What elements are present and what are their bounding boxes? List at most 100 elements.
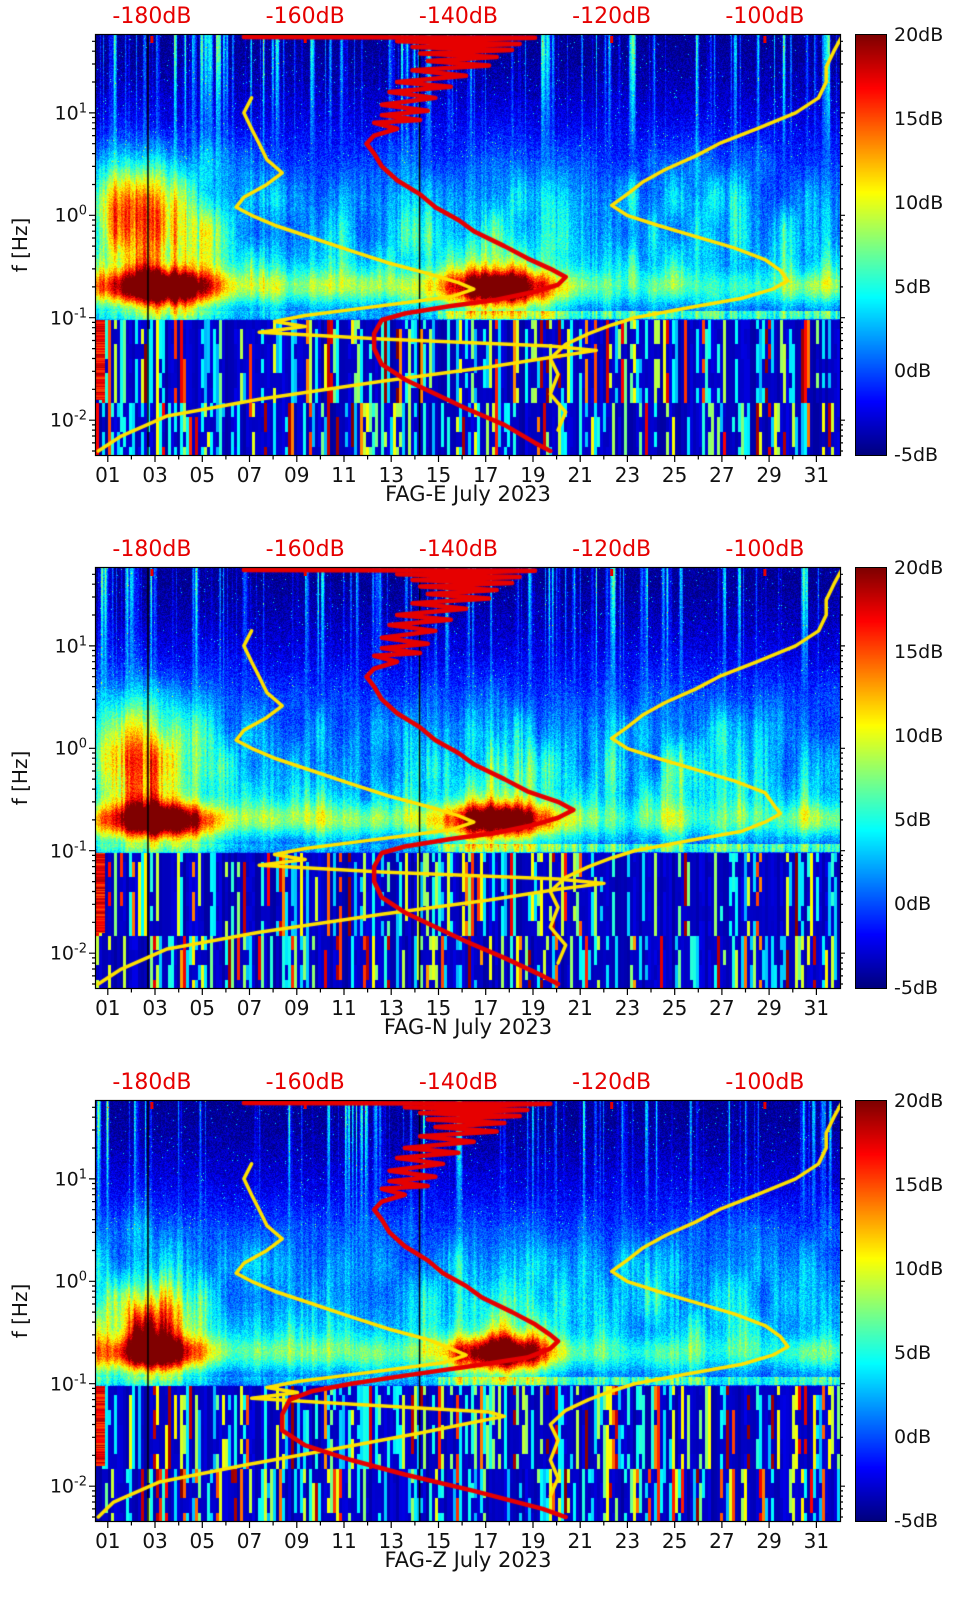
top-db-tick-label: -140dB — [418, 4, 498, 29]
colorbar-tick-label: 0dB — [894, 360, 932, 382]
y-tick-base: 10 — [54, 635, 79, 658]
x-tick-label: 01 — [95, 463, 121, 487]
y-tick-exponent: -2 — [74, 1474, 87, 1490]
colorbar-tick-label: -5dB — [894, 444, 939, 466]
colorbar-tick-label: 10dB — [894, 192, 944, 214]
colorbar-tick-label: 15dB — [894, 641, 944, 663]
y-tick-label: 10-1 — [50, 1372, 87, 1395]
y-tick-base: 10 — [49, 840, 75, 863]
top-db-tick-label: -140dB — [418, 537, 498, 562]
x-tick-label: 13 — [378, 463, 404, 487]
panel-title: FAG-N July 2023 — [383, 1015, 553, 1039]
y-tick-label: 10-1 — [50, 839, 87, 862]
x-tick-label: 03 — [142, 996, 168, 1020]
y-tick-base: 10 — [49, 1475, 75, 1498]
x-tick-label: 25 — [661, 1529, 688, 1553]
x-tick-label: 01 — [95, 996, 121, 1020]
x-tick-label: 07 — [236, 996, 263, 1020]
y-tick-label: 10-2 — [50, 941, 87, 964]
colorbar-tick-label: 20dB — [894, 24, 944, 46]
y-tick-exponent: 1 — [78, 101, 87, 117]
top-db-tick-label: -180dB — [112, 4, 192, 29]
x-tick-label: 23 — [614, 996, 641, 1020]
y-tick-label: 101 — [55, 634, 87, 657]
y-tick-label: 10-1 — [50, 306, 87, 329]
colorbar-tick-label: 0dB — [894, 1426, 932, 1448]
x-tick-label: 15 — [425, 463, 452, 487]
x-tick-label: 23 — [614, 1529, 641, 1553]
x-tick-label: 29 — [756, 1529, 782, 1553]
x-tick-label: 07 — [236, 463, 263, 487]
top-db-tick-label: -180dB — [112, 537, 192, 562]
colorbar — [855, 34, 887, 456]
top-db-tick-label: -160dB — [265, 1070, 345, 1095]
x-tick-label: 21 — [567, 1529, 593, 1553]
x-tick-label: 13 — [378, 1529, 404, 1553]
x-tick-label: 31 — [803, 996, 830, 1020]
x-tick-label: 05 — [189, 463, 216, 487]
colorbar-tick-label: 0dB — [894, 893, 932, 915]
colorbar — [855, 567, 887, 989]
x-tick-label: 27 — [709, 1529, 735, 1553]
x-tick-label: 27 — [709, 463, 735, 487]
y-axis-label: f [Hz] — [8, 1283, 32, 1339]
x-tick-label: 09 — [284, 1529, 310, 1553]
top-db-tick-label: -180dB — [112, 1070, 192, 1095]
colorbar-tick-label: 5dB — [894, 1342, 932, 1364]
top-db-tick-label: -120dB — [572, 1070, 652, 1095]
top-db-tick-label: -120dB — [572, 4, 652, 29]
y-tick-label: 101 — [55, 1167, 87, 1190]
x-tick-label: 29 — [756, 996, 782, 1020]
y-tick-base: 10 — [54, 1270, 79, 1293]
y-axis-label: f [Hz] — [8, 217, 32, 273]
x-tick-label: 11 — [331, 1529, 357, 1553]
x-tick-label: 27 — [709, 996, 735, 1020]
x-tick-label: 03 — [142, 463, 168, 487]
y-tick-label: 100 — [55, 204, 87, 227]
y-tick-exponent: 1 — [78, 1167, 87, 1183]
x-tick-label: 03 — [142, 1529, 168, 1553]
colorbar-tick-label: 15dB — [894, 108, 944, 130]
panel-fag-z: -180dB -160dB -140dB -120dB -100dB 01 03 05 07 09… — [0, 1066, 962, 1599]
y-tick-exponent: -1 — [74, 839, 87, 855]
colorbar-tick-label: 5dB — [894, 276, 932, 298]
colorbar-tick-label: -5dB — [894, 977, 939, 999]
top-db-tick-label: -100dB — [725, 1070, 805, 1095]
y-tick-label: 101 — [55, 101, 87, 124]
panel-title: FAG-Z July 2023 — [384, 1548, 552, 1572]
colorbar-tick-label: 15dB — [894, 1174, 944, 1196]
x-tick-label: 17 — [472, 1529, 499, 1553]
x-tick-label: 31 — [803, 1529, 830, 1553]
y-tick-exponent: 0 — [78, 1269, 87, 1285]
x-tick-label: 07 — [236, 1529, 263, 1553]
x-tick-label: 25 — [661, 996, 688, 1020]
x-tick-label: 19 — [520, 1529, 546, 1553]
colorbar-tick-label: -5dB — [894, 1510, 939, 1532]
y-tick-exponent: 0 — [78, 736, 87, 752]
top-db-tick-label: -100dB — [725, 537, 805, 562]
y-tick-exponent: -2 — [74, 408, 87, 424]
x-tick-label: 15 — [425, 1529, 452, 1553]
y-tick-base: 10 — [54, 204, 79, 227]
x-tick-label: 19 — [520, 463, 546, 487]
y-tick-label: 100 — [55, 737, 87, 760]
colorbar-tick-label: 20dB — [894, 557, 944, 579]
y-tick-label: 10-2 — [50, 408, 87, 431]
x-tick-label: 17 — [472, 463, 499, 487]
top-db-tick-label: -100dB — [725, 4, 805, 29]
top-db-tick-label: -140dB — [418, 1070, 498, 1095]
x-tick-label: 31 — [803, 463, 830, 487]
y-tick-base: 10 — [49, 409, 75, 432]
x-tick-label: 11 — [331, 463, 357, 487]
colorbar-tick-label: 10dB — [894, 725, 944, 747]
top-db-tick-label: -160dB — [265, 4, 345, 29]
panel-title: FAG-E July 2023 — [385, 482, 551, 506]
y-tick-exponent: -1 — [74, 306, 87, 322]
spectrogram-canvas — [96, 35, 840, 455]
top-db-tick-label: -160dB — [265, 537, 345, 562]
x-tick-label: 23 — [614, 463, 641, 487]
y-axis-label: f [Hz] — [8, 750, 32, 806]
y-tick-base: 10 — [49, 942, 75, 965]
colorbar — [855, 1100, 887, 1522]
